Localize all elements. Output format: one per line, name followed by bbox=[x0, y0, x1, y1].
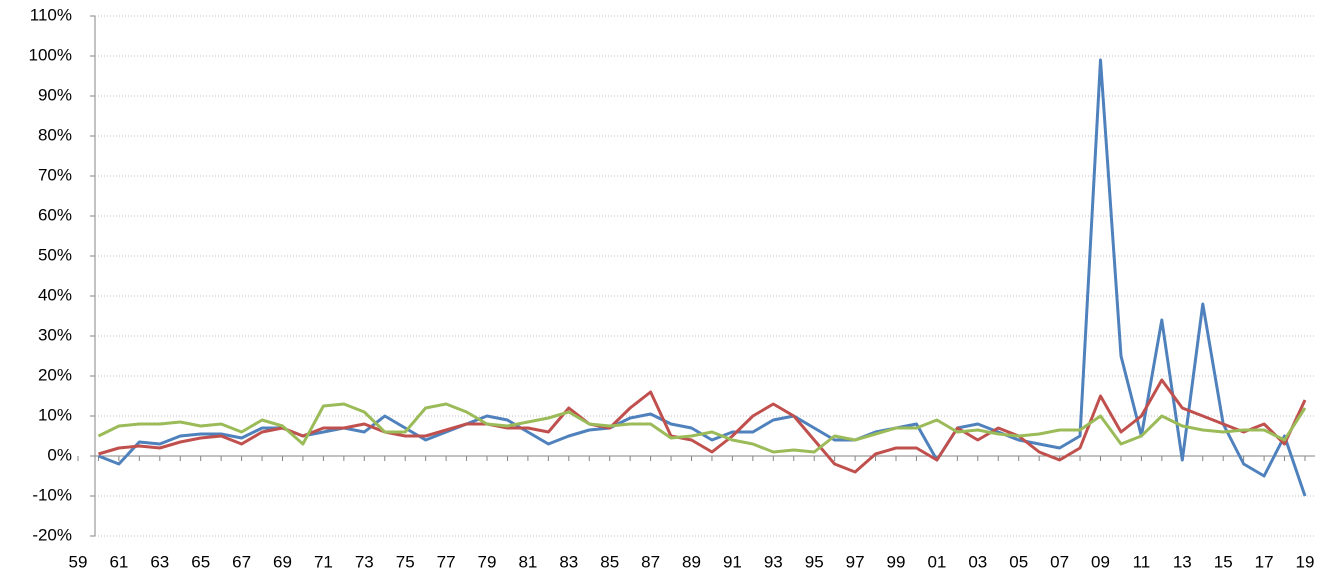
x-tick-label: 67 bbox=[232, 552, 251, 571]
x-tick-label: 81 bbox=[518, 552, 537, 571]
y-tick-label: 40% bbox=[38, 285, 72, 304]
x-tick-label: 93 bbox=[764, 552, 783, 571]
x-tick-label: 73 bbox=[355, 552, 374, 571]
x-tick-label: 01 bbox=[927, 552, 946, 571]
x-tick-label: 83 bbox=[559, 552, 578, 571]
x-tick-label: 97 bbox=[846, 552, 865, 571]
x-tick-label: 61 bbox=[109, 552, 128, 571]
x-tick-label: 07 bbox=[1050, 552, 1069, 571]
x-tick-label: 19 bbox=[1296, 552, 1315, 571]
y-tick-label: 20% bbox=[38, 365, 72, 384]
x-tick-label: 91 bbox=[723, 552, 742, 571]
y-tick-label: -10% bbox=[32, 485, 72, 504]
x-tick-label: 15 bbox=[1214, 552, 1233, 571]
x-tick-label: 89 bbox=[682, 552, 701, 571]
y-tick-label: 110% bbox=[30, 5, 72, 24]
x-tick-label: 09 bbox=[1091, 552, 1110, 571]
y-tick-label: -20% bbox=[32, 525, 72, 544]
x-tick-label: 05 bbox=[1009, 552, 1028, 571]
y-tick-label: 0% bbox=[47, 445, 72, 464]
y-tick-label: 70% bbox=[38, 165, 72, 184]
x-tick-label: 87 bbox=[641, 552, 660, 571]
y-tick-label: 10% bbox=[38, 405, 72, 424]
series-line bbox=[98, 378, 1307, 474]
x-tick-label: 79 bbox=[478, 552, 497, 571]
y-tick-label: 30% bbox=[38, 325, 72, 344]
x-tick-label: 17 bbox=[1255, 552, 1274, 571]
x-tick-label: 59 bbox=[69, 552, 88, 571]
y-tick-label: 50% bbox=[38, 245, 72, 264]
x-tick-label: 13 bbox=[1173, 552, 1192, 571]
y-tick-label: 100% bbox=[29, 45, 72, 64]
x-tick-label: 99 bbox=[887, 552, 906, 571]
x-tick-label: 65 bbox=[191, 552, 210, 571]
x-tick-label: 95 bbox=[805, 552, 824, 571]
x-tick-label: 71 bbox=[314, 552, 333, 571]
x-tick-label: 03 bbox=[968, 552, 987, 571]
y-tick-label: 80% bbox=[38, 125, 72, 144]
series-line bbox=[97, 402, 1307, 454]
x-tick-label: 69 bbox=[273, 552, 292, 571]
x-tick-label: 77 bbox=[437, 552, 456, 571]
x-tick-label: 85 bbox=[600, 552, 619, 571]
y-tick-label: 90% bbox=[38, 85, 72, 104]
x-tick-label: 75 bbox=[396, 552, 415, 571]
y-tick-label: 60% bbox=[38, 205, 72, 224]
x-tick-label: 63 bbox=[150, 552, 169, 571]
x-tick-label: 11 bbox=[1133, 552, 1151, 571]
